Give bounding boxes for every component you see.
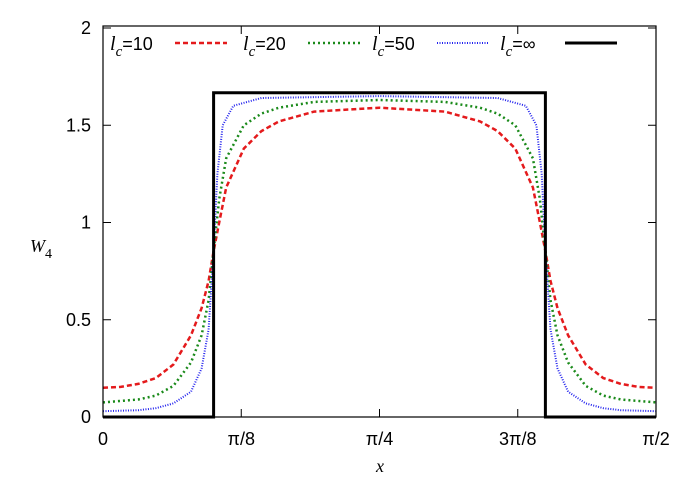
plot-lines <box>102 91 657 419</box>
y-tick-label: 1.5 <box>66 115 91 135</box>
x-tick-label: π/2 <box>642 429 669 449</box>
y-tick-label: 0 <box>81 407 91 427</box>
y-tick-label: 2 <box>81 18 91 38</box>
x-tick-label: π/4 <box>366 429 393 449</box>
y-axis-label: W4 <box>30 236 52 262</box>
series-line-2 <box>102 95 657 413</box>
series-line-0 <box>102 106 657 390</box>
x-tick-label: π/8 <box>228 429 255 449</box>
x-tick-label: 3π/8 <box>499 429 536 449</box>
series-line-1 <box>102 98 657 404</box>
legend: lc=10 lc=20 lc=50 lc=∞ <box>110 33 617 60</box>
plot-frame <box>102 25 657 418</box>
legend-label-1: lc=20 <box>243 33 286 60</box>
y-tick-label: 1 <box>81 213 91 233</box>
x-axis-label: x <box>375 456 384 476</box>
legend-label-0: lc=10 <box>110 33 153 60</box>
y-tick-label: 0.5 <box>66 310 91 330</box>
legend-label-3: lc=∞ <box>500 33 536 60</box>
x-tick-label: 0 <box>98 429 108 449</box>
legend-label-2: lc=50 <box>372 33 415 60</box>
axis-ticks: 0 π/8 π/4 3π/8 π/2 0 0.5 1 1.5 2 <box>66 18 670 449</box>
series-line-3 <box>103 91 656 419</box>
